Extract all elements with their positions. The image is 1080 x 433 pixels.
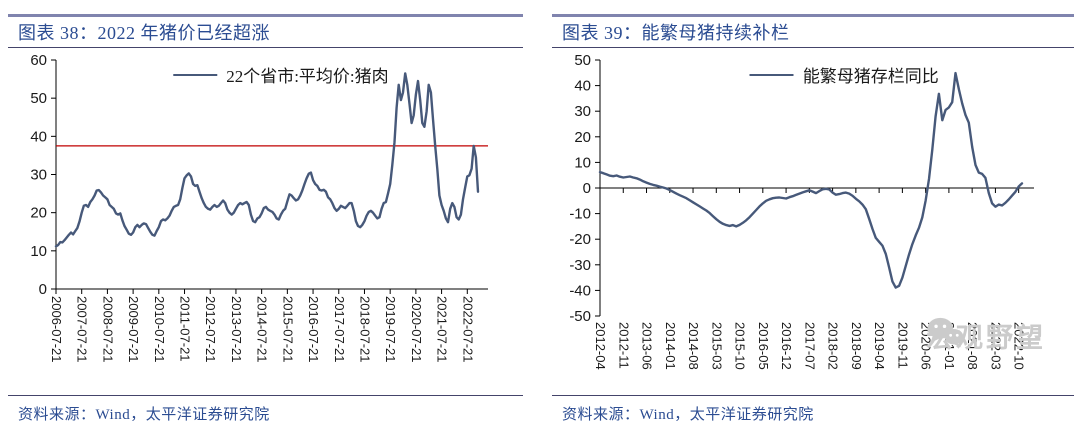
svg-text:2020-07-21: 2020-07-21 (409, 296, 424, 363)
svg-text:2014-08: 2014-08 (686, 322, 701, 370)
svg-text:2018-07-21: 2018-07-21 (357, 296, 372, 363)
figure-38-title: 图表 38：2022 年猪价已经超涨 (18, 23, 270, 43)
svg-text:-40: -40 (569, 282, 591, 299)
title-divider (552, 47, 1074, 48)
svg-text:50: 50 (574, 52, 591, 69)
figure-38-source: 资料来源：Wind，太平洋证券研究院 (18, 407, 270, 423)
svg-text:2022-03: 2022-03 (988, 322, 1003, 370)
svg-text:0: 0 (583, 180, 591, 197)
pork-price-line-chart: 0 10 20 30 40 50 60 2006-07-21 2007-07-21 2008-07… (30, 52, 488, 363)
svg-text:20: 20 (30, 205, 47, 222)
sow-inventory-line-chart: -50 -40 -30 -20 -10 0 10 20 30 40 50 2012-04 2012-11… (569, 52, 1034, 370)
legend-label: 22个省市:平均价:猪肉 (226, 67, 389, 86)
svg-text:2016-07-21: 2016-07-21 (306, 296, 321, 363)
svg-text:-50: -50 (569, 308, 591, 325)
sow-inventory-chart-area: -50 -40 -30 -20 -10 0 10 20 30 40 50 2012-04 2012-11… (552, 48, 1074, 395)
svg-text:40: 40 (30, 128, 47, 145)
legend-line-swatch (749, 73, 794, 76)
svg-text:2019-11: 2019-11 (895, 322, 910, 369)
svg-text:30: 30 (574, 103, 591, 120)
svg-text:30: 30 (30, 167, 47, 184)
svg-text:2015-03: 2015-03 (709, 322, 724, 370)
svg-text:0: 0 (39, 281, 47, 298)
svg-text:2019-07-21: 2019-07-21 (383, 296, 398, 363)
pork-price-legend: 22个省市:平均价:猪肉 (173, 62, 389, 87)
svg-text:-20: -20 (569, 231, 591, 248)
svg-text:2015-10: 2015-10 (733, 322, 748, 370)
svg-text:2022-10: 2022-10 (1012, 322, 1027, 370)
svg-text:50: 50 (30, 90, 47, 107)
sow-inventory-legend: 能繁母猪存栏同比 (749, 62, 939, 87)
pork-price-chart-area: 0 10 20 30 40 50 60 2006-07-21 2007-07-21 2008-07… (8, 48, 523, 395)
source-divider (552, 395, 1074, 396)
svg-text:2014-01: 2014-01 (663, 322, 678, 370)
legend-line-swatch (173, 73, 218, 76)
source-divider (8, 395, 523, 396)
svg-text:10: 10 (574, 154, 591, 171)
figure-39-title: 图表 39：能繁母猪持续补栏 (562, 23, 790, 43)
svg-text:2021-01: 2021-01 (942, 322, 957, 370)
figure-39-panel: 图表 39：能繁母猪持续补栏 -50 -40 -30 -20 -10 0 10 20 30 40 5… (552, 0, 1074, 433)
svg-text:-30: -30 (569, 257, 591, 274)
svg-text:2019-04: 2019-04 (872, 322, 887, 370)
svg-text:2010-07-21: 2010-07-21 (152, 296, 167, 363)
svg-text:2016-05: 2016-05 (756, 322, 771, 370)
svg-text:40: 40 (574, 78, 591, 95)
svg-text:2022-07-21: 2022-07-21 (460, 296, 475, 363)
svg-text:2021-08: 2021-08 (965, 322, 980, 370)
svg-text:2020-06: 2020-06 (919, 322, 934, 370)
panel-top-border (8, 14, 523, 17)
svg-text:2008-07-21: 2008-07-21 (100, 296, 115, 363)
svg-text:2013-06: 2013-06 (640, 322, 655, 370)
svg-text:2014-07-21: 2014-07-21 (255, 296, 270, 363)
svg-text:2013-07-21: 2013-07-21 (229, 296, 244, 363)
panel-top-border (552, 14, 1074, 17)
title-divider (8, 47, 523, 48)
svg-text:20: 20 (574, 129, 591, 146)
svg-text:10: 10 (30, 243, 47, 260)
svg-text:2006-07-21: 2006-07-21 (49, 296, 64, 363)
figure-39-source: 资料来源：Wind，太平洋证券研究院 (562, 407, 814, 423)
svg-text:2021-07-21: 2021-07-21 (435, 296, 450, 363)
legend-label: 能繁母猪存栏同比 (802, 67, 939, 86)
svg-text:2012-11: 2012-11 (616, 322, 631, 369)
svg-text:2018-09: 2018-09 (849, 322, 864, 370)
svg-text:2015-07-21: 2015-07-21 (280, 296, 295, 363)
svg-text:2016-12: 2016-12 (779, 322, 794, 370)
svg-text:60: 60 (30, 52, 47, 69)
svg-text:2017-07-21: 2017-07-21 (332, 296, 347, 363)
svg-text:2017-07: 2017-07 (802, 322, 817, 370)
svg-text:-10: -10 (569, 206, 591, 223)
svg-text:2007-07-21: 2007-07-21 (75, 296, 90, 363)
svg-text:2011-07-21: 2011-07-21 (178, 296, 193, 362)
figure-38-panel: 图表 38：2022 年猪价已经超涨 0 10 20 30 40 50 60 2006-07-… (8, 0, 523, 433)
svg-text:2012-04: 2012-04 (593, 322, 608, 370)
svg-text:2009-07-21: 2009-07-21 (126, 296, 141, 363)
svg-text:2012-07-21: 2012-07-21 (203, 296, 218, 363)
svg-text:2018-02: 2018-02 (826, 322, 841, 370)
